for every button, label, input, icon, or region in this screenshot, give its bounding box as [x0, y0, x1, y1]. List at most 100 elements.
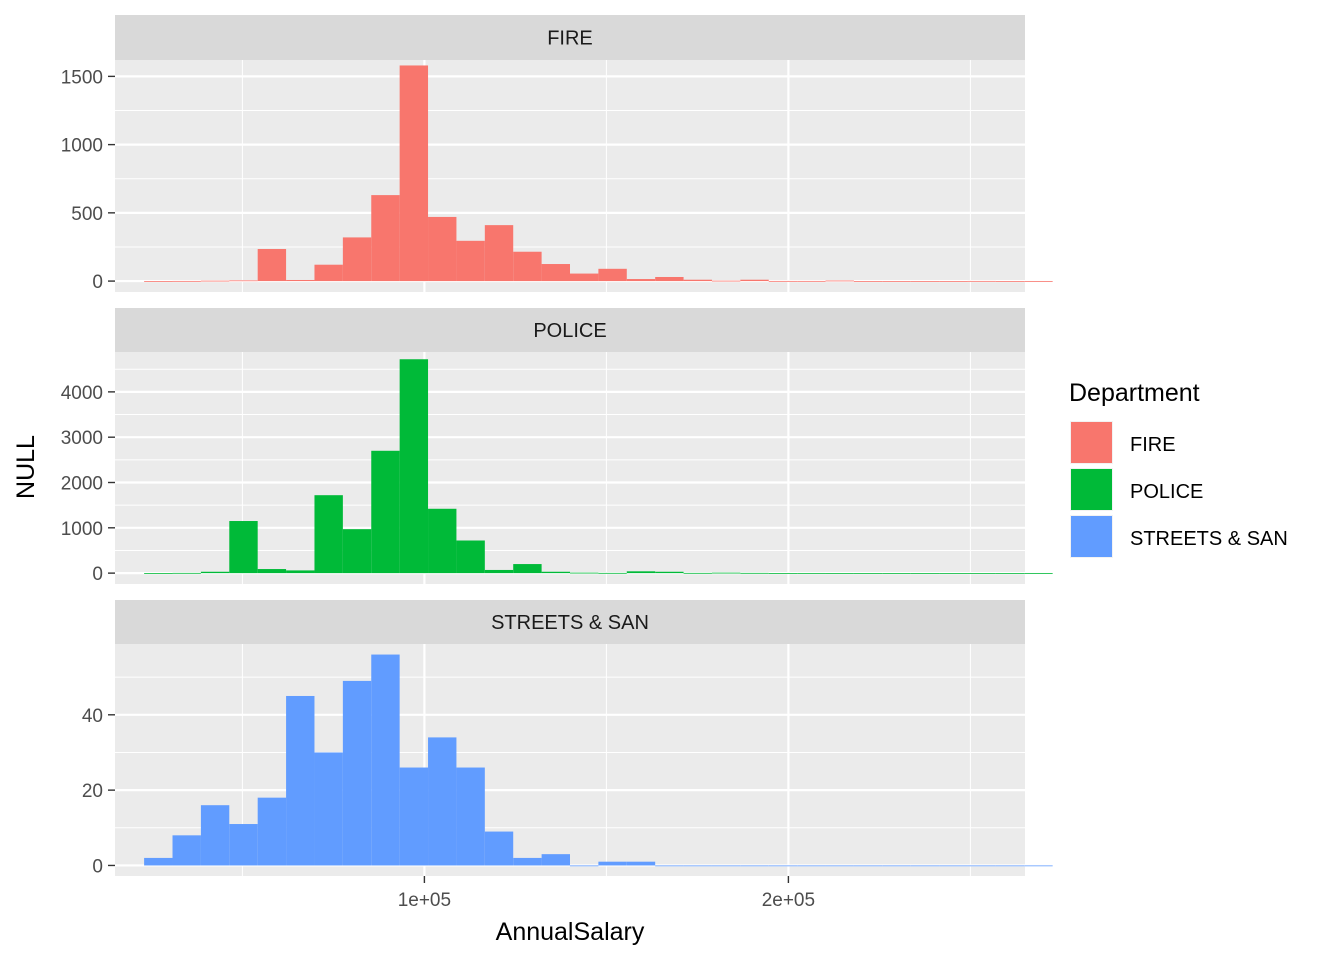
histogram-bar	[371, 195, 400, 282]
histogram-bar	[484, 225, 514, 282]
legend-label-fire: FIRE	[1130, 434, 1176, 456]
histogram-bar	[428, 737, 457, 866]
histogram-bar	[910, 865, 940, 867]
histogram-bar	[541, 264, 570, 282]
legend: Department FIRE POLICE STREETS & SAN	[1069, 379, 1288, 558]
histogram-bar	[200, 280, 230, 282]
histogram-bar	[825, 280, 854, 282]
histogram-bar	[144, 281, 173, 282]
panel-background	[115, 352, 1025, 584]
histogram-bar	[853, 281, 883, 282]
panel-police: POLICE 0 1000 2000 3000 4000	[61, 308, 1053, 585]
histogram-bar	[229, 824, 258, 866]
histogram-bar	[626, 571, 656, 574]
histogram-bar	[711, 572, 741, 574]
histogram-bar	[513, 564, 542, 574]
histogram-bar	[882, 865, 911, 867]
histogram-bar	[456, 240, 485, 282]
histogram-bar	[740, 572, 769, 574]
histogram-bar	[995, 573, 1025, 574]
histogram-bar	[768, 865, 798, 867]
histogram-bar	[939, 281, 968, 282]
histogram-bar	[598, 572, 627, 574]
histogram-bar	[399, 359, 429, 574]
histogram-bar	[853, 573, 883, 574]
y-tick-label: 0	[92, 272, 103, 293]
histogram-bar	[768, 280, 798, 282]
histogram-bar	[314, 495, 343, 574]
histogram-bar	[570, 865, 599, 867]
x-tick-label: 1e+05	[398, 890, 451, 911]
y-tick-label: 2000	[61, 474, 103, 495]
histogram-bar	[995, 865, 1025, 867]
legend-swatch-fire	[1071, 422, 1112, 463]
histogram-bar	[144, 573, 173, 574]
histogram-bar	[371, 450, 400, 574]
histogram-bar	[286, 695, 315, 866]
histogram-bar	[939, 865, 968, 867]
x-axis: 1e+05 2e+05	[398, 876, 815, 911]
histogram-bar	[172, 835, 201, 866]
histogram-bar	[797, 865, 826, 867]
histogram-bar	[399, 65, 429, 282]
histogram-bar	[683, 572, 712, 574]
histogram-bar	[711, 865, 741, 867]
histogram-bar	[1024, 573, 1053, 574]
histogram-bar	[825, 573, 854, 574]
histogram-bar	[655, 276, 684, 282]
y-tick-label: 1000	[61, 519, 103, 540]
y-tick-label: 0	[92, 564, 103, 585]
panel-background	[115, 60, 1025, 292]
legend-swatch-police	[1071, 469, 1112, 510]
histogram-bar	[1024, 281, 1053, 282]
y-tick-label: 20	[82, 781, 103, 802]
histogram-bar	[342, 529, 372, 574]
histogram-bar	[257, 797, 287, 866]
histogram-bar	[797, 280, 826, 282]
histogram-bar	[428, 508, 457, 574]
histogram-bar	[598, 861, 627, 866]
histogram-bar	[513, 857, 542, 866]
histogram-bar	[229, 521, 258, 574]
histogram-bar	[200, 805, 230, 866]
strip-label: FIRE	[547, 28, 593, 50]
histogram-bar	[314, 752, 343, 866]
histogram-bar	[200, 571, 230, 574]
histogram-bar	[513, 251, 542, 282]
legend-title: Department	[1069, 379, 1200, 407]
legend-label-streets-and-san: STREETS & SAN	[1130, 528, 1288, 550]
y-tick-label: 0	[92, 856, 103, 877]
histogram-bar	[172, 572, 201, 574]
x-tick-label: 2e+05	[762, 890, 815, 911]
histogram-bar	[967, 573, 996, 574]
histogram-bar	[711, 280, 741, 282]
y-tick-label: 500	[71, 204, 103, 225]
histogram-bar	[428, 216, 457, 282]
histogram-bar	[172, 280, 201, 282]
histogram-bar	[626, 279, 656, 282]
histogram-bar	[484, 569, 514, 574]
y-tick-label: 1500	[61, 67, 103, 88]
panel-fire: FIRE 0 500 1000 1500	[61, 15, 1053, 293]
histogram-bar	[740, 865, 769, 867]
histogram-bar	[939, 573, 968, 574]
strip-police	[115, 308, 1025, 352]
histogram-bar	[853, 865, 883, 867]
histogram-bar	[626, 861, 656, 866]
histogram-bar	[484, 831, 514, 866]
histogram-bar	[570, 572, 599, 574]
histogram-bar	[314, 264, 343, 282]
strip-streets-and-san	[115, 600, 1025, 644]
histogram-bar	[967, 280, 996, 282]
histogram-bar	[229, 280, 258, 282]
histogram-bar	[286, 570, 315, 574]
histogram-bar	[144, 857, 173, 866]
y-tick-label: 3000	[61, 428, 103, 449]
histogram-bar	[456, 767, 485, 866]
strip-label: STREETS & SAN	[491, 612, 649, 634]
histogram-bar	[257, 569, 287, 574]
histogram-bar	[399, 767, 429, 866]
histogram-bar	[967, 865, 996, 867]
histogram-bars	[144, 65, 1053, 282]
